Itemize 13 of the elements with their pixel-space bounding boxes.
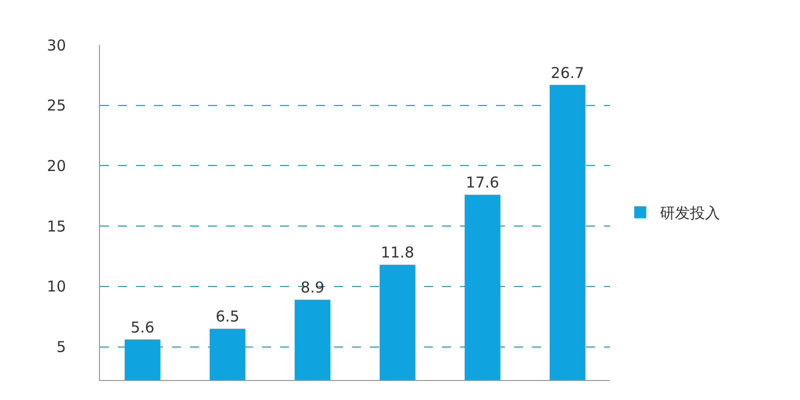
y-tick-label: 20 bbox=[46, 156, 66, 175]
y-tick-label: 10 bbox=[46, 278, 66, 296]
y-tick-label: 30 bbox=[46, 36, 66, 54]
data-label: 26.7 bbox=[550, 64, 584, 82]
data-label: 8.9 bbox=[300, 278, 324, 297]
data-label: 5.6 bbox=[130, 318, 154, 337]
data-label: 17.6 bbox=[466, 174, 500, 192]
data-label: 11.8 bbox=[380, 244, 414, 262]
y-tick-label: 15 bbox=[46, 217, 66, 236]
data-label: 6.5 bbox=[216, 308, 240, 326]
y-tick-label: 5 bbox=[56, 338, 66, 356]
legend-label: 研发投入 bbox=[660, 204, 720, 222]
y-tick-label: 25 bbox=[46, 96, 66, 115]
